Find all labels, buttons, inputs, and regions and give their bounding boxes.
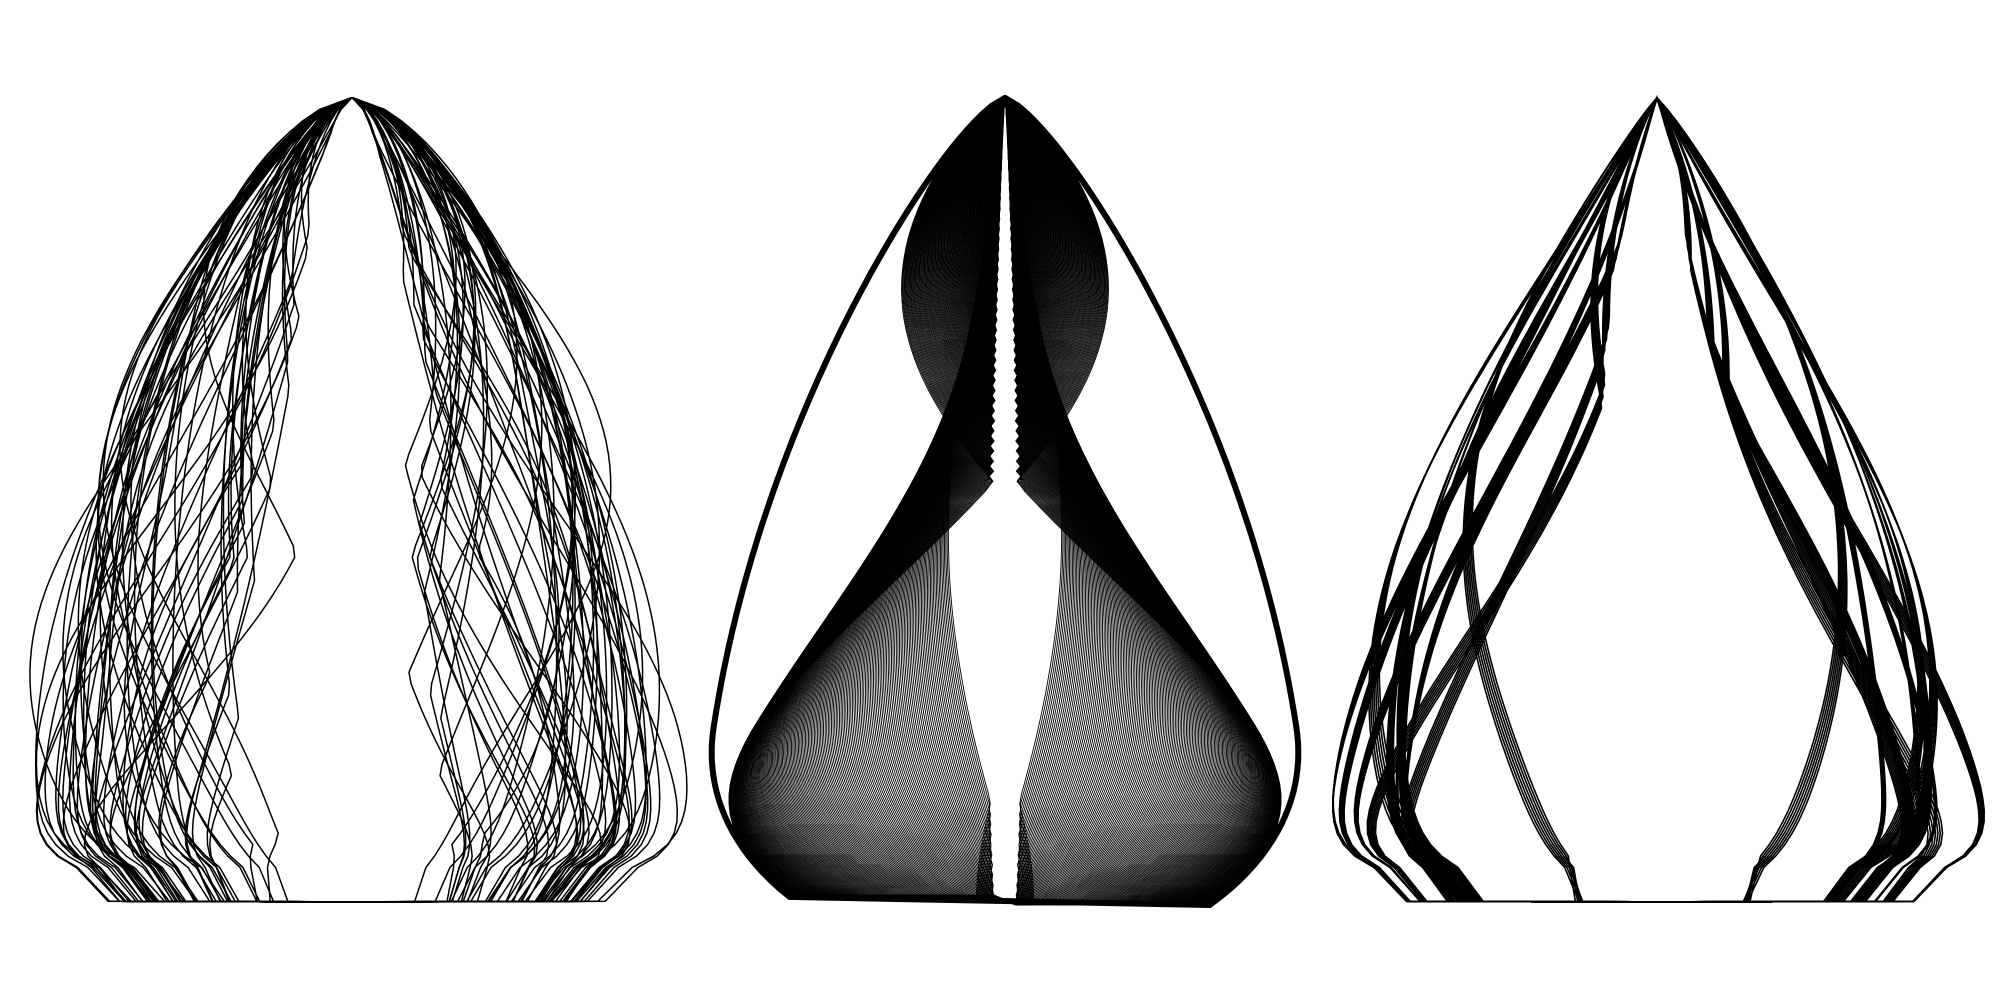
droplet-curve <box>1403 95 1944 903</box>
droplet-curve <box>744 97 1266 906</box>
droplet-curve <box>793 97 1217 906</box>
droplet-outline <box>708 95 1302 909</box>
droplet-curve <box>792 97 1218 906</box>
droplet-curve <box>809 97 1201 906</box>
droplet-curve <box>737 97 1273 906</box>
droplet-curve <box>744 97 1266 906</box>
droplet-curve <box>737 97 1273 906</box>
droplet-curve <box>805 97 1205 906</box>
droplet-curve <box>743 97 1267 906</box>
droplet-curve <box>735 97 1275 906</box>
droplet-curve <box>734 97 1276 906</box>
droplet-curve <box>736 97 1274 906</box>
droplet-curve <box>729 97 1281 906</box>
droplet-curve <box>806 97 1204 906</box>
droplet-curve <box>815 97 1195 906</box>
droplet-curve <box>812 97 1198 906</box>
droplet-curve <box>947 97 1063 906</box>
droplet-curve <box>730 97 1280 906</box>
droplet-curve <box>731 97 1279 906</box>
droplet-curve <box>732 97 1278 906</box>
droplet-curve <box>733 97 1277 906</box>
droplet-curve <box>795 97 1215 906</box>
droplet-curve <box>736 97 1274 906</box>
droplet-curve <box>738 97 1272 906</box>
droplet-curve <box>803 97 1207 906</box>
droplet-curve <box>800 97 1210 906</box>
droplet-curve <box>730 97 1280 906</box>
droplet-curve <box>742 97 1268 906</box>
droplet-curve <box>733 97 1277 906</box>
droplet-curve <box>735 97 1275 906</box>
droplet-curve <box>745 97 1265 906</box>
droplet-curve <box>796 97 1214 906</box>
droplet-curve <box>734 97 1276 906</box>
droplet-curve <box>731 97 1279 906</box>
droplet-curve <box>731 97 1279 906</box>
moire-droplet <box>708 95 1302 909</box>
droplet-curve <box>810 97 1200 906</box>
clustered-droplet <box>1331 95 1986 903</box>
droplet-curve <box>741 97 1269 906</box>
droplet-curve <box>741 97 1269 906</box>
droplet-curve <box>122 97 603 903</box>
droplet-curve <box>807 97 1203 906</box>
droplet-curve <box>816 97 1194 906</box>
droplet-curve <box>813 97 1197 906</box>
droplet-curve <box>732 97 1278 906</box>
droplet-curve <box>802 97 1208 906</box>
droplet-curve <box>730 97 1280 906</box>
droplet-curve <box>799 97 1211 906</box>
droplet-curve <box>739 97 1271 906</box>
droplet-curve <box>740 97 1270 906</box>
droplet-curve <box>739 97 1271 906</box>
random-phase-droplet <box>29 97 688 903</box>
